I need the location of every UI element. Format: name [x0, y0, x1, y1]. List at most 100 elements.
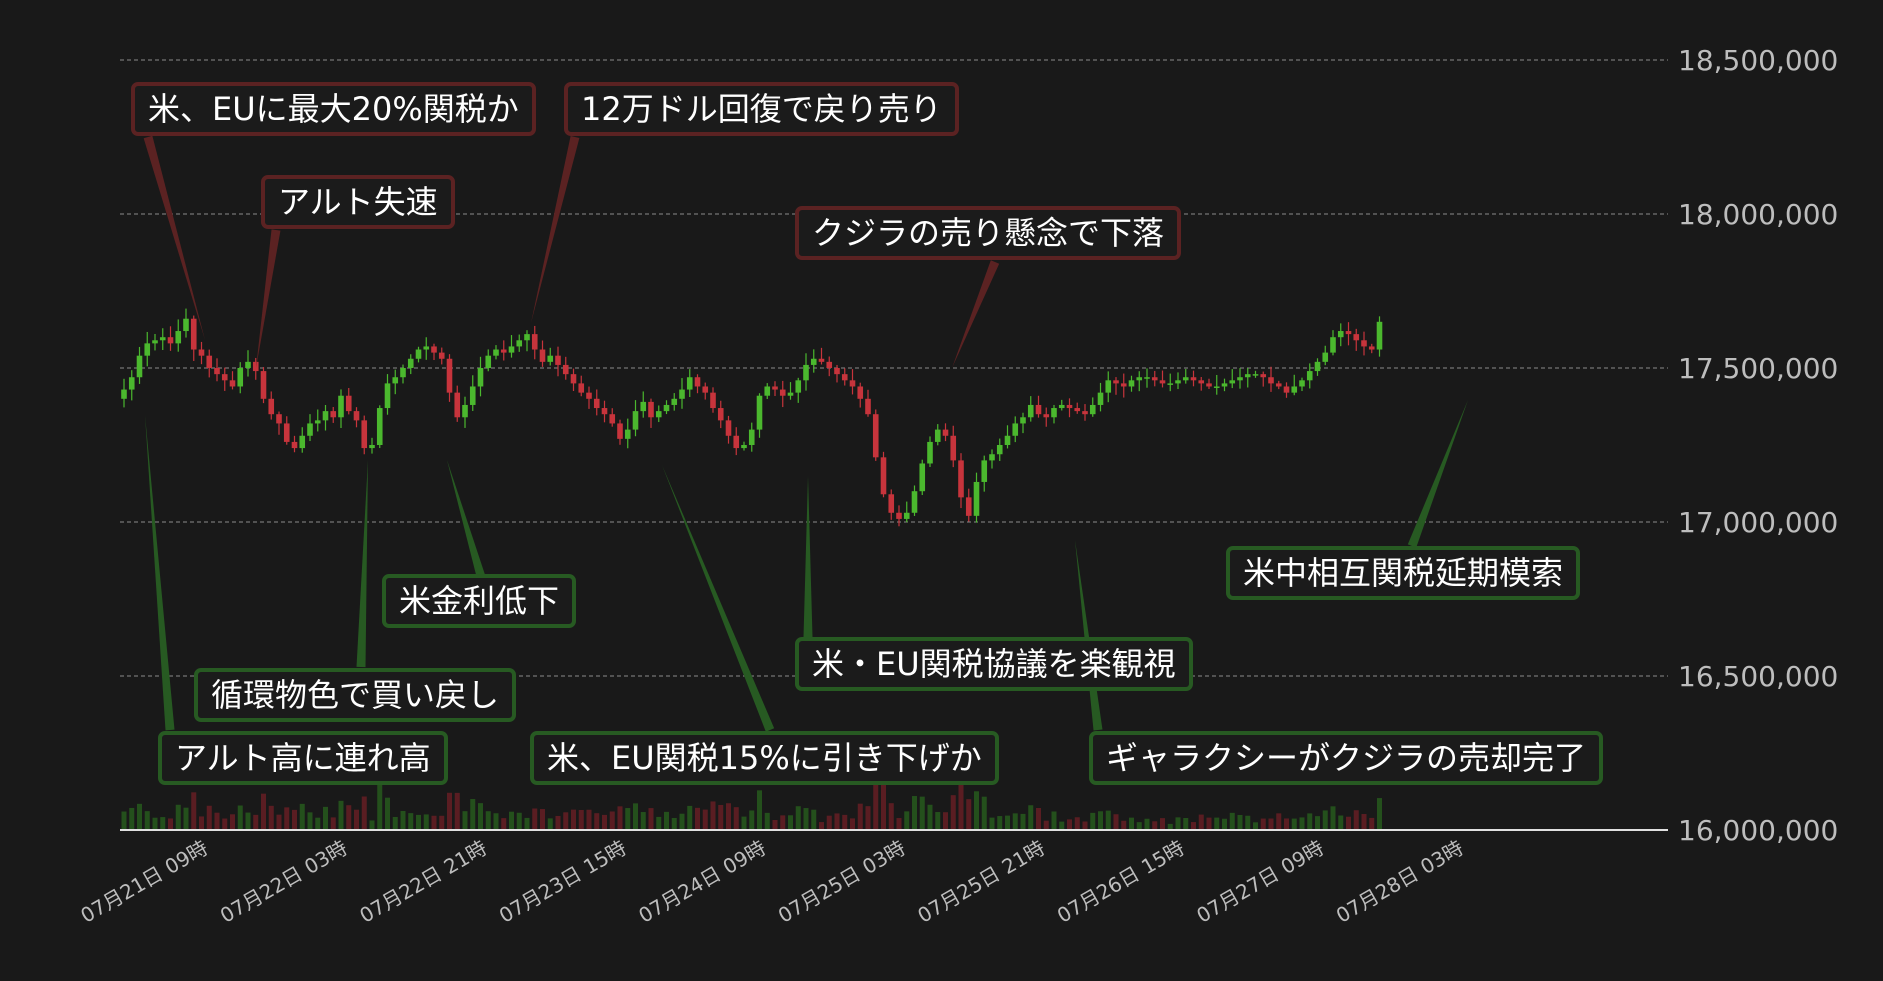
volume-bar: [121, 811, 127, 830]
volume-bar: [958, 784, 964, 830]
candle-body: [1376, 321, 1383, 350]
volume-bar: [1028, 805, 1034, 830]
candle-body: [810, 358, 817, 365]
volume-bar: [811, 809, 817, 830]
candle-body: [1151, 377, 1158, 381]
x-tick-label: 07月27日 09時: [1192, 836, 1328, 928]
candle-body: [787, 392, 794, 396]
candle-body: [748, 429, 755, 445]
candle-body: [733, 435, 740, 449]
volume-bar: [470, 799, 476, 830]
candle-body: [237, 368, 244, 387]
volume-bar: [741, 816, 747, 830]
candle-body: [190, 318, 197, 350]
volume-bar: [927, 804, 933, 830]
volume-bar: [687, 805, 693, 830]
candle-body: [1190, 377, 1197, 381]
candle-body: [175, 331, 182, 344]
candle-body: [1120, 383, 1127, 387]
volume-bar: [1105, 810, 1111, 830]
volume-bar: [1144, 818, 1150, 830]
volume-bar: [299, 803, 305, 830]
candle-body: [555, 355, 561, 365]
volume-bar: [609, 811, 615, 830]
candle-body: [702, 386, 709, 393]
candle-body: [1345, 331, 1352, 335]
candle-body: [376, 408, 383, 445]
candle-body: [1089, 404, 1096, 415]
candle-body: [361, 420, 368, 449]
volume-bar: [1067, 819, 1072, 830]
y-tick-label: 17,500,000: [1678, 352, 1838, 385]
volume-bar: [245, 812, 251, 830]
candle-body: [1283, 386, 1290, 393]
volume-bar: [423, 814, 429, 830]
candle-body: [1314, 361, 1321, 372]
volume-bar: [276, 814, 282, 830]
candle-body: [741, 445, 747, 449]
y-axis: 16,000,000 16,500,000 17,000,000 17,500,000…: [1678, 44, 1838, 847]
candle-body: [1306, 371, 1313, 381]
candle-body: [756, 395, 763, 430]
volume-bar: [1284, 818, 1289, 830]
volume-bar: [788, 815, 793, 830]
candle-body: [826, 361, 833, 368]
candle-body: [593, 398, 600, 409]
candle-body: [1206, 383, 1212, 387]
volume-bar: [1315, 816, 1320, 830]
candle-body: [1198, 380, 1205, 384]
annotation-120k-resell: 12万ドル回復で戻り売り: [564, 82, 959, 136]
candle-body: [1105, 380, 1112, 393]
volume-bar: [323, 806, 328, 830]
volume-bar: [555, 815, 561, 830]
candle-body: [857, 386, 864, 399]
candle-body: [1066, 404, 1073, 409]
candle-body: [299, 435, 306, 449]
candle-body: [834, 368, 840, 375]
candle-body: [663, 404, 670, 412]
candle-body: [485, 355, 492, 368]
volume-bar: [222, 818, 228, 830]
volume-bar: [1005, 815, 1010, 830]
annotation-rate-decline: 米金利低下: [382, 574, 577, 628]
candle-body: [1051, 408, 1057, 418]
candle-body: [322, 411, 329, 421]
candle-body: [245, 361, 251, 368]
candle-body: [1237, 377, 1243, 381]
volume-bar: [284, 807, 290, 830]
candle-body: [531, 334, 538, 350]
volume-bar: [850, 818, 855, 830]
volume-bar: [292, 809, 297, 830]
candle-body: [973, 481, 980, 516]
volume-bar: [695, 807, 700, 830]
y-tick-label: 17,000,000: [1678, 506, 1838, 539]
candle-body: [841, 374, 848, 381]
candle-body: [950, 435, 957, 461]
x-tick-label: 07月24日 09時: [634, 836, 770, 928]
volume-bar: [1020, 813, 1026, 830]
candle-body: [772, 386, 778, 390]
candle-body: [570, 374, 577, 384]
volume-bar: [757, 790, 762, 830]
candle-body: [446, 358, 453, 393]
candle-body: [586, 392, 592, 399]
volume-bar: [881, 784, 886, 830]
candle-body: [578, 383, 585, 393]
volume-bar: [346, 805, 352, 830]
volume-bar: [338, 800, 344, 830]
candle-body: [1035, 404, 1042, 415]
annotation-alt-slowdown: アルト失速: [261, 175, 455, 229]
volume-bar: [152, 817, 158, 830]
volume-bar: [354, 809, 359, 830]
volume-bar: [1012, 813, 1018, 830]
volume-bar: [253, 814, 259, 830]
candle-body: [454, 392, 461, 418]
x-tick-label: 07月22日 03時: [216, 836, 352, 928]
candle-body: [679, 389, 685, 399]
candle-body: [686, 377, 693, 390]
volume-bar: [1229, 812, 1235, 830]
volume-bar: [640, 812, 646, 830]
candle-body: [423, 346, 430, 350]
volume-bar: [1322, 810, 1328, 830]
candle-body: [911, 491, 918, 513]
